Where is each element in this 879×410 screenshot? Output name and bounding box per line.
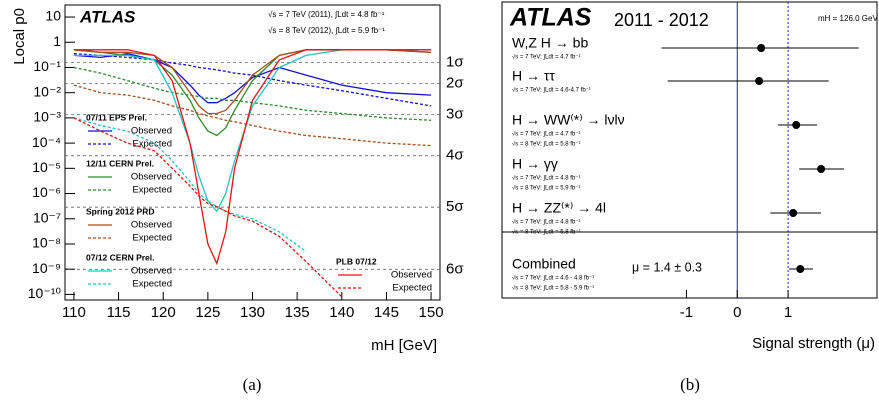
series-line <box>73 49 432 213</box>
series-line <box>73 53 432 104</box>
legend-label: Expected <box>132 139 172 150</box>
y-tick-label: 10⁻¹⁰ <box>28 285 62 301</box>
legend-label: Expected <box>392 283 432 294</box>
category-sublabel: √s = 8 TeV: ∫Ldt = 5.8 - 5.9 fb⁻¹ <box>512 285 594 292</box>
point <box>757 44 766 52</box>
sigma-label: 5σ <box>446 198 464 215</box>
category-label: H → WW⁽*⁾ → lνlν <box>512 112 625 128</box>
legend-label: Expected <box>132 279 172 290</box>
category-sublabel: √s = 7 TeV: ∫Ldt = 4.7 fb⁻¹ <box>512 131 580 138</box>
category-label: H → ZZ⁽*⁾ → 4l <box>512 200 606 216</box>
y-tick-label: 1 <box>53 33 61 49</box>
point <box>792 121 801 129</box>
combined-label: μ = 1.4 ± 0.3 <box>632 260 702 274</box>
subtitle: 2011 - 2012 <box>614 10 709 30</box>
x-tick-label: 115 <box>107 304 131 321</box>
sigma-label: 1σ <box>446 53 464 70</box>
category-sublabel: √s = 7 TeV: ∫Ldt = 4.8 fb⁻¹ <box>512 219 580 226</box>
y-tick-label: 10⁻⁷ <box>33 209 61 225</box>
category-sublabel: √s = 8 TeV: ∫Ldt = 5.8 fb⁻¹ <box>512 229 580 236</box>
series-line <box>73 117 307 253</box>
category-sublabel: √s = 7 TeV: ∫Ldt = 4.6-4.7 fb⁻¹ <box>512 87 591 94</box>
plot-frame <box>501 1 878 299</box>
x-tick-label: 135 <box>285 304 310 321</box>
x-tick-label: 125 <box>195 304 220 321</box>
point <box>796 265 805 273</box>
x-axis-label: Signal strength (μ) <box>752 335 875 352</box>
y-axis-label: Local p0 <box>11 8 28 65</box>
title: ATLAS <box>509 4 592 32</box>
point <box>789 209 798 217</box>
y-tick-label: 10⁻² <box>33 83 61 99</box>
legend-label: Observed <box>391 270 432 281</box>
legend-heading: 07/12 CERN Prel. <box>86 252 155 262</box>
sigma-label: 2σ <box>446 75 464 92</box>
y-tick-label: 10⁻⁴ <box>32 134 61 150</box>
legend-heading: 07/11 EPS Prel. <box>86 112 147 122</box>
annotation: mH = 126.0 GeV <box>818 14 878 23</box>
point <box>817 165 826 173</box>
x-tick-label: -1 <box>680 304 693 321</box>
category-sublabel: √s = 8 TeV: ∫Ldt = 5.9 fb⁻¹ <box>512 185 580 192</box>
x-tick-label: 1 <box>784 304 792 321</box>
annotation: √s = 8 TeV (2012), ∫Ldt = 5.9 fb⁻¹ <box>268 26 385 35</box>
series-line <box>73 53 432 107</box>
sigma-label: 3σ <box>446 106 464 123</box>
x-axis-label: mH [GeV] <box>371 337 437 354</box>
sigma-label: 4σ <box>446 147 464 164</box>
y-tick-label: 10⁻⁹ <box>32 260 61 276</box>
x-tick-label: 140 <box>329 304 354 321</box>
category-label: H → ττ <box>512 68 555 84</box>
category-sublabel: √s = 7 TeV: ∫Ldt = 4.6 - 4.8 fb⁻¹ <box>512 275 594 282</box>
title: ATLAS <box>79 7 136 26</box>
sigma-label: 6σ <box>446 260 464 277</box>
legend-label: Expected <box>132 233 172 244</box>
annotation: √s = 7 TeV (2011), ∫Ldt = 4.8 fb⁻¹ <box>268 10 385 19</box>
legend-label: Observed <box>131 220 172 231</box>
legend-label: Observed <box>131 266 172 277</box>
point <box>755 77 764 85</box>
series-line <box>73 117 343 298</box>
y-tick-label: 10⁻⁵ <box>32 159 61 175</box>
legend-label: Observed <box>131 126 172 137</box>
caption: (a) <box>243 375 262 394</box>
category-sublabel: √s = 7 TeV: ∫Ldt = 4.7 fb⁻¹ <box>512 54 580 61</box>
y-tick-label: 10 <box>45 8 61 24</box>
legend-heading: 12/11 CERN Prel. <box>86 158 154 168</box>
x-tick-label: 110 <box>62 304 86 321</box>
legend-heading: PLB 07/12 <box>336 256 377 266</box>
legend-label: Expected <box>132 185 172 196</box>
series-line <box>73 84 432 147</box>
series-line <box>73 49 432 266</box>
y-tick-label: 10⁻⁸ <box>32 235 61 251</box>
y-tick-label: 10⁻¹ <box>33 58 61 74</box>
x-tick-label: 150 <box>419 304 444 321</box>
series-line <box>73 66 432 121</box>
x-tick-label: 130 <box>240 304 265 321</box>
category-label: H → γγ <box>512 156 558 172</box>
y-tick-label: 10⁻³ <box>33 109 61 125</box>
legend-heading: Spring 2012 PRD <box>86 206 155 216</box>
x-tick-label: 0 <box>733 304 741 321</box>
category-sublabel: √s = 8 TeV: ∫Ldt = 5.8 fb⁻¹ <box>512 141 580 148</box>
category-label: W,Z H → bb <box>512 35 588 51</box>
category-sublabel: √s = 7 TeV: ∫Ldt = 4.8 fb⁻¹ <box>512 175 580 182</box>
x-tick-label: 145 <box>374 304 399 321</box>
category-label: Combined <box>512 256 576 272</box>
y-tick-label: 10⁻⁶ <box>32 184 61 200</box>
x-tick-label: 120 <box>151 304 176 321</box>
caption: (b) <box>680 375 700 394</box>
legend-label: Observed <box>131 172 172 183</box>
